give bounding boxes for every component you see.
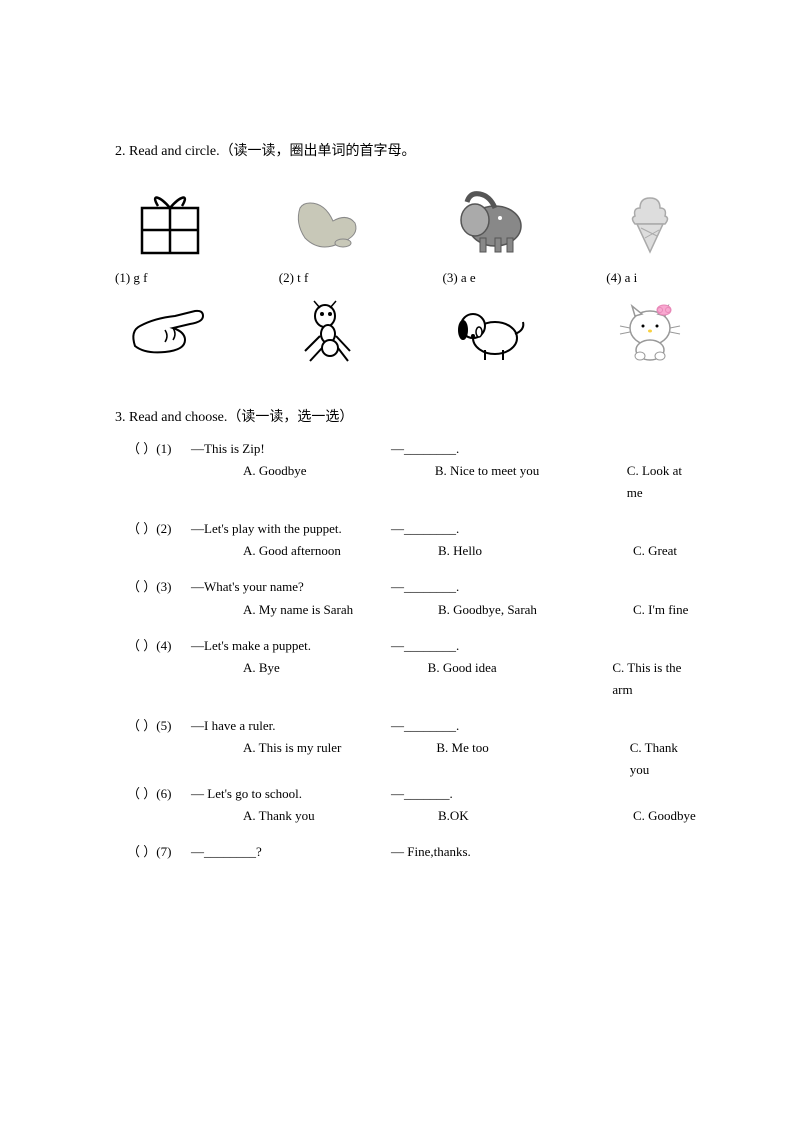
img-kitty	[605, 296, 695, 366]
choice-c: C. Great	[633, 540, 677, 562]
answer-bracket: （ ）(2)	[127, 518, 191, 540]
choice-a: A. Bye	[243, 657, 428, 701]
img-foot	[285, 188, 375, 258]
question-prompt: —This is Zip!	[191, 438, 391, 460]
img-elephant	[445, 188, 535, 258]
choice-b: B.OK	[438, 805, 633, 827]
question-prompt: —________?	[191, 841, 391, 863]
choices-row: A. GoodbyeB. Nice to meet youC. Look at …	[243, 460, 700, 504]
img-icecream	[605, 188, 695, 258]
choice-a: A. This is my ruler	[243, 737, 436, 781]
question-line: （ ）(3) —What's your name?—________.	[127, 576, 700, 598]
question-prompt: —What's your name?	[191, 576, 391, 598]
img-ant	[285, 296, 375, 366]
question-response: —________.	[391, 715, 459, 737]
question-prompt: —Let's make a puppet.	[191, 635, 391, 657]
question-line: （ ）(1) —This is Zip!—________.	[127, 438, 700, 460]
choice-c: C. This is the arm	[612, 657, 700, 701]
choice-a: A. Good afternoon	[243, 540, 438, 562]
question-response: —_______.	[391, 783, 453, 805]
choice-b: B. Hello	[438, 540, 633, 562]
img-gift	[125, 188, 215, 258]
choices-row: A. ByeB. Good ideaC. This is the arm	[243, 657, 700, 701]
choice-c: C. Look at me	[627, 460, 700, 504]
image-row-2	[125, 296, 700, 366]
question-line: （ ）(4) —Let's make a puppet.—________.	[127, 635, 700, 657]
choice-b: B. Me too	[436, 737, 629, 781]
label-2: (2) t f	[279, 270, 373, 286]
choices-row: A. Good afternoonB. HelloC. Great	[243, 540, 700, 562]
section3-title: 3. Read and choose.（读一读，选一选）	[115, 406, 700, 426]
choices-row: A. My name is SarahB. Goodbye, SarahC. I…	[243, 599, 700, 621]
choice-c: C. Thank you	[630, 737, 700, 781]
question-response: —________.	[391, 576, 459, 598]
question-line: （ ）(6) — Let's go to school.—_______.	[127, 783, 700, 805]
answer-bracket: （ ）(3)	[127, 576, 191, 598]
answer-bracket: （ ）(5)	[127, 715, 191, 737]
img-dog	[445, 296, 535, 366]
answer-bracket: （ ）(7)	[127, 841, 191, 863]
question-prompt: — Let's go to school.	[191, 783, 391, 805]
question-response: —________.	[391, 438, 459, 460]
choice-c: C. Goodbye	[633, 805, 696, 827]
answer-bracket: （ ）(1)	[127, 438, 191, 460]
label-3: (3) a e	[443, 270, 537, 286]
question-response: —________.	[391, 518, 459, 540]
answer-bracket: （ ）(4)	[127, 635, 191, 657]
label-4: (4) a i	[606, 270, 700, 286]
choice-a: A. Thank you	[243, 805, 438, 827]
question-prompt: —Let's play with the puppet.	[191, 518, 391, 540]
choice-b: B. Good idea	[428, 657, 613, 701]
choice-a: A. Goodbye	[243, 460, 435, 504]
choice-a: A. My name is Sarah	[243, 599, 438, 621]
label-row: (1) g f (2) t f (3) a e (4) a i	[115, 270, 700, 286]
question-response: —________.	[391, 635, 459, 657]
question-line: （ ）(5) —I have a ruler.—________.	[127, 715, 700, 737]
img-hand	[125, 296, 215, 366]
section2-title: 2. Read and circle.（读一读，圈出单词的首字母。	[115, 140, 700, 160]
image-row-1	[125, 188, 700, 258]
label-1: (1) g f	[115, 270, 209, 286]
choices-row: A. Thank youB.OKC. Goodbye	[243, 805, 700, 827]
choice-b: B. Goodbye, Sarah	[438, 599, 633, 621]
question-line: （ ）(7) —________?— Fine,thanks.	[127, 841, 700, 863]
choice-c: C. I'm fine	[633, 599, 688, 621]
choice-b: B. Nice to meet you	[435, 460, 627, 504]
answer-bracket: （ ）(6)	[127, 783, 191, 805]
question-line: （ ）(2) —Let's play with the puppet.—____…	[127, 518, 700, 540]
question-response: — Fine,thanks.	[391, 841, 471, 863]
question-prompt: —I have a ruler.	[191, 715, 391, 737]
choices-row: A. This is my rulerB. Me tooC. Thank you	[243, 737, 700, 781]
